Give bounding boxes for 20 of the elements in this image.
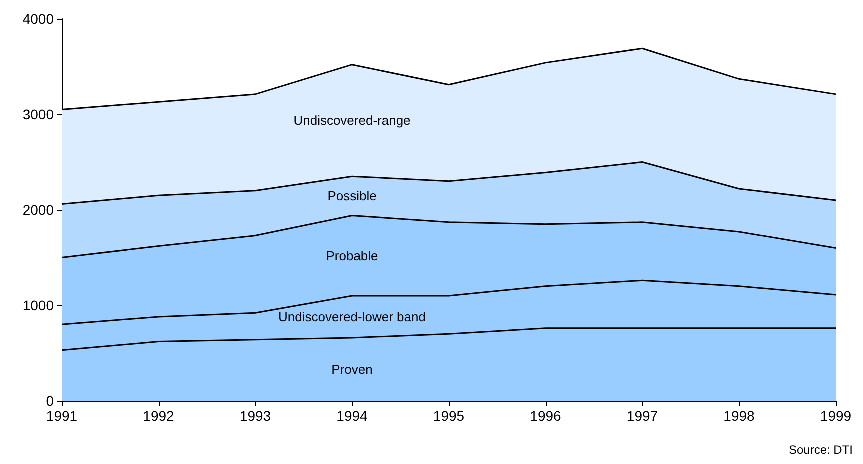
source-note: Source: DTI bbox=[788, 443, 854, 457]
series-label: Possible bbox=[328, 188, 377, 204]
series-label: Undiscovered-range bbox=[294, 113, 411, 128]
x-tick-label: 1997 bbox=[626, 408, 658, 424]
series-label: Probable bbox=[326, 248, 378, 264]
x-tick-label: 1995 bbox=[433, 408, 465, 424]
series-label: Undiscovered-lower band bbox=[278, 309, 426, 324]
x-tick-label: 1993 bbox=[240, 408, 272, 424]
x-tick-label: 1991 bbox=[46, 408, 78, 424]
y-tick-label: 4000 bbox=[22, 11, 54, 27]
x-tick-label: 1992 bbox=[143, 408, 175, 424]
series-label: Proven bbox=[332, 362, 373, 377]
y-tick-label: 1000 bbox=[22, 298, 54, 314]
x-tick-label: 1994 bbox=[336, 408, 368, 424]
y-tick-label: 2000 bbox=[22, 202, 54, 218]
y-tick-label: 0 bbox=[46, 393, 54, 409]
y-tick-label: 3000 bbox=[22, 106, 54, 122]
x-tick-label: 1998 bbox=[724, 408, 756, 424]
x-tick-label: 1996 bbox=[530, 408, 562, 424]
x-tick-label: 1999 bbox=[820, 408, 852, 424]
